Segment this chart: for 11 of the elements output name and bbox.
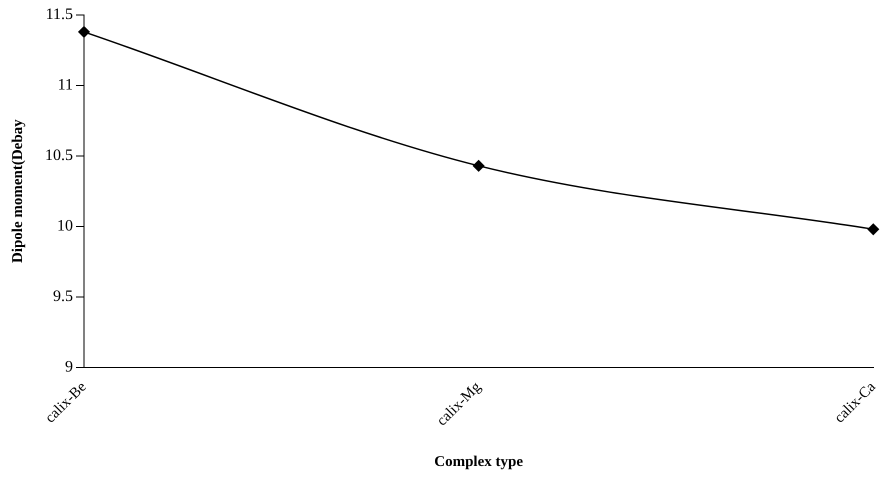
y-axis-title: Dipole moment(Debay: [10, 118, 26, 264]
y-tick-label: 10: [57, 218, 73, 235]
y-tick-label: 9.5: [53, 288, 73, 306]
point: [472, 160, 484, 172]
point: [868, 224, 880, 236]
point: [78, 26, 90, 38]
y-tick-label: 9: [65, 358, 73, 376]
x-axis-title: Complex type: [434, 454, 524, 470]
y-tick-label: 11.5: [46, 6, 73, 24]
y-tick-label: 11: [58, 76, 73, 94]
y-tick-label: 10.5: [45, 147, 73, 164]
